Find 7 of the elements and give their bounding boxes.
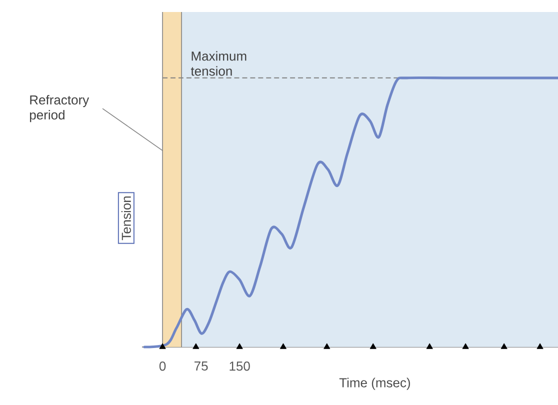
ref-line-label: Maximum tension [190,51,246,76]
x-axis-title: Time (msec) [339,378,410,390]
x-tick-label: 150 [230,362,250,371]
band-label: Refractory period [30,95,90,122]
y-axis-title: Tension [121,196,131,240]
x-tick-label: 75 [194,362,208,371]
x-tick-label: 0 [159,362,166,371]
